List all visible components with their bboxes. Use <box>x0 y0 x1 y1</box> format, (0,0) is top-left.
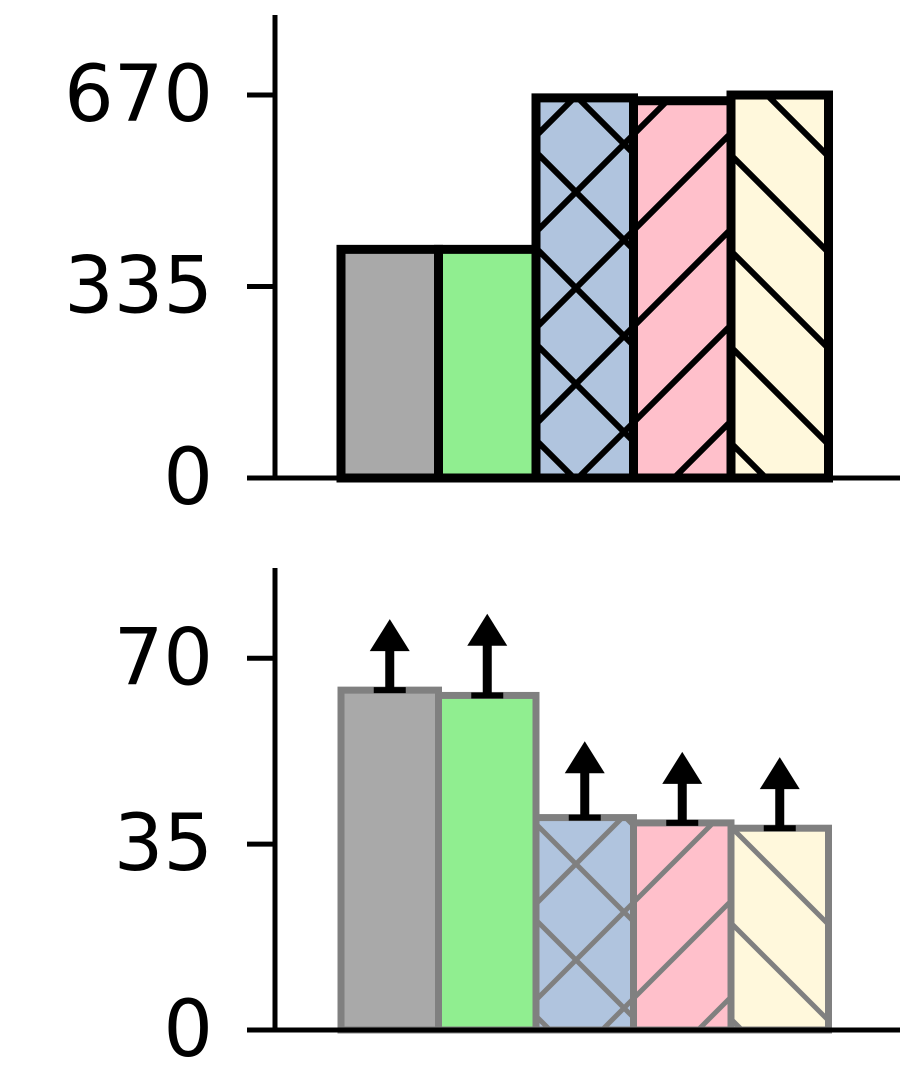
bar-2 <box>438 695 536 1030</box>
bar-3-hatch <box>536 97 634 478</box>
y-tick-label: 70 <box>114 613 213 703</box>
y-tick-label: 335 <box>64 242 213 332</box>
y-tick-label: 35 <box>114 799 213 889</box>
bar-3-hatch <box>536 817 634 1030</box>
bar-4-hatch <box>633 100 731 479</box>
top-bar-panel: 0 335 670 <box>64 15 900 523</box>
error-arrowhead-1 <box>369 619 410 652</box>
error-arrowhead-3 <box>564 741 605 774</box>
bottom-axes <box>272 568 900 1033</box>
bar-2 <box>438 249 536 478</box>
bottom-bars <box>337 686 832 1034</box>
bar-5-hatch <box>731 828 829 1030</box>
error-arrow-2 <box>467 613 508 699</box>
bar-1 <box>341 690 439 1030</box>
top-bars <box>336 90 833 483</box>
bottom-y-ticks: 0 35 70 <box>114 613 275 1075</box>
top-y-ticks: 0 335 670 <box>64 50 275 523</box>
top-axes <box>272 15 900 481</box>
error-arrowhead-5 <box>759 757 800 790</box>
error-arrowhead-4 <box>662 751 703 784</box>
bar-4-hatch <box>633 822 731 1030</box>
error-arrow-1 <box>369 619 410 694</box>
bar-5-hatch <box>731 95 829 478</box>
y-tick-label: 670 <box>64 50 213 140</box>
y-tick-label: 0 <box>163 433 213 523</box>
error-arrow-4 <box>662 751 703 826</box>
error-arrowhead-2 <box>467 613 508 646</box>
y-tick-label: 0 <box>163 985 213 1075</box>
bottom-bar-panel: 0 35 70 <box>114 568 900 1075</box>
error-arrow-5 <box>759 757 800 832</box>
bar-1 <box>341 249 439 478</box>
bottom-error-arrows <box>369 613 800 832</box>
error-arrow-3 <box>564 741 605 821</box>
